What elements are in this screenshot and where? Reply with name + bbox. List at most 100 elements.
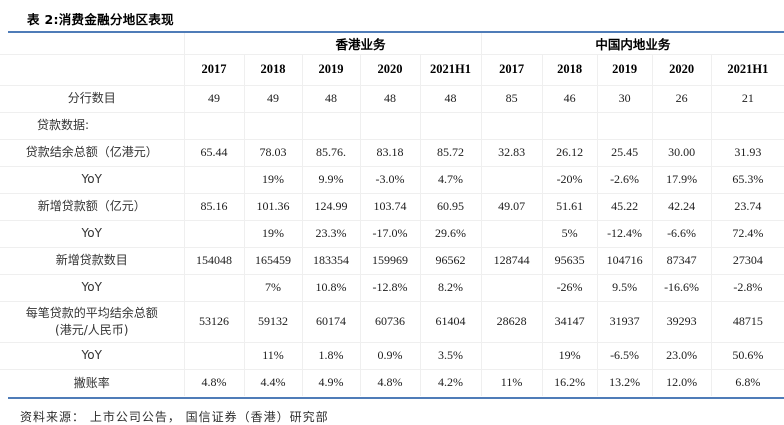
data-cell: 29.6%	[419, 219, 482, 248]
data-cell: 26.12	[541, 138, 598, 167]
region-header-row: 香港业务 中国内地业务	[0, 32, 784, 55]
year-header-cell: 2020	[651, 53, 712, 86]
table-body: 分行数目 49 49 48 48 48 85 46 30 26 21 贷款数据: 贷款结余总额（亿港元）…	[0, 84, 784, 397]
data-cell: -20%	[541, 165, 598, 194]
data-cell	[183, 219, 245, 248]
data-cell: 4.9%	[301, 368, 361, 397]
data-cell: 60.95	[419, 192, 482, 221]
year-header-cell: 2021H1	[710, 53, 784, 86]
data-cell: 19%	[541, 341, 598, 370]
table-row: 分行数目 49 49 48 48 48 85 46 30 26 21	[0, 84, 784, 113]
data-cell: 1.8%	[301, 341, 361, 370]
data-cell: 16.2%	[541, 368, 598, 397]
data-cell: 159969	[359, 246, 421, 275]
data-cell: 51.61	[541, 192, 598, 221]
data-cell: 59132	[243, 300, 303, 343]
data-cell: 6.8%	[710, 368, 784, 397]
data-cell	[183, 165, 245, 194]
data-cell	[480, 111, 543, 140]
data-cell	[359, 111, 421, 140]
data-cell: 50.6%	[710, 341, 784, 370]
data-cell	[596, 111, 653, 140]
data-cell: 128744	[480, 246, 543, 275]
data-cell	[480, 273, 543, 302]
table-row: 贷款数据:	[0, 111, 784, 140]
data-cell: 101.36	[243, 192, 303, 221]
table-title: 表 2:消费金融分地区表现	[27, 12, 174, 27]
data-cell	[480, 341, 543, 370]
data-cell	[243, 111, 303, 140]
table-row: 贷款结余总额（亿港元） 65.44 78.03 85.76. 83.18 85.72 32.…	[0, 138, 784, 167]
data-cell: 11%	[480, 368, 543, 397]
data-cell: 103.74	[359, 192, 421, 221]
data-cell: 34147	[541, 300, 598, 343]
data-cell: 9.9%	[301, 165, 361, 194]
row-label: 新增贷款额（亿元）	[0, 192, 185, 221]
data-cell: 12.0%	[651, 368, 712, 397]
year-header-cell: 2019	[301, 53, 361, 86]
data-cell: 48	[301, 84, 361, 113]
data-cell: -17.0%	[359, 219, 421, 248]
year-header-cell: 2021H1	[419, 53, 482, 86]
row-label: YoY	[0, 273, 185, 302]
data-cell: 0.9%	[359, 341, 421, 370]
data-cell	[419, 111, 482, 140]
data-cell: -12.4%	[596, 219, 653, 248]
data-cell: 28628	[480, 300, 543, 343]
report-page: 表 2:消费金融分地区表现 香港业务 中国内地业务 2017 2018 2019 20…	[0, 9, 784, 424]
data-cell: 4.7%	[419, 165, 482, 194]
data-cell	[651, 111, 712, 140]
data-cell: 124.99	[301, 192, 361, 221]
row-label: 新增贷款数目	[0, 246, 185, 275]
data-cell: 4.4%	[243, 368, 303, 397]
data-cell: 48	[359, 84, 421, 113]
data-cell: 49.07	[480, 192, 543, 221]
data-cell: 61404	[419, 300, 482, 343]
data-cell: -26%	[541, 273, 598, 302]
data-cell: 49	[183, 84, 245, 113]
data-cell	[183, 341, 245, 370]
table-row: YoY 19% 23.3% -17.0% 29.6% 5% -12.4% -6.6% 72.4%	[0, 219, 784, 248]
row-label: YoY	[0, 341, 185, 370]
year-header-cell: 2017	[480, 53, 543, 86]
data-cell: -6.5%	[596, 341, 653, 370]
data-cell: 60736	[359, 300, 421, 343]
data-source-note: 资料来源： 上市公司公告， 国信证券（香港）研究部	[20, 410, 329, 424]
data-cell: 87347	[651, 246, 712, 275]
data-cell: 19%	[243, 219, 303, 248]
data-cell: 21	[710, 84, 784, 113]
year-header-cell: 2017	[183, 53, 245, 86]
data-cell: 39293	[651, 300, 712, 343]
data-cell: 48	[419, 84, 482, 113]
consumer-finance-region-table: 香港业务 中国内地业务 2017 2018 2019 2020 2021H1 2017 20…	[0, 32, 784, 397]
data-cell: 9.5%	[596, 273, 653, 302]
data-cell: -2.8%	[710, 273, 784, 302]
data-cell: 10.8%	[301, 273, 361, 302]
stub-cell	[0, 32, 185, 55]
table-row: 撇账率 4.8% 4.4% 4.9% 4.8% 4.2% 11% 16.2% 13.2% 12.0…	[0, 368, 784, 397]
year-header-row: 2017 2018 2019 2020 2021H1 2017 2018 2019 2020 20…	[0, 53, 784, 86]
data-cell: 49	[243, 84, 303, 113]
data-cell: 7%	[243, 273, 303, 302]
data-cell	[183, 111, 245, 140]
data-cell: 96562	[419, 246, 482, 275]
data-cell: -6.6%	[651, 219, 712, 248]
data-cell: 65.44	[183, 138, 245, 167]
data-cell: 17.9%	[651, 165, 712, 194]
data-cell: 19%	[243, 165, 303, 194]
data-cell: 48715	[710, 300, 784, 343]
row-label: 分行数目	[0, 84, 185, 113]
data-cell: 11%	[243, 341, 303, 370]
data-cell: 8.2%	[419, 273, 482, 302]
data-cell: 53126	[183, 300, 245, 343]
data-cell	[183, 273, 245, 302]
data-cell: 27304	[710, 246, 784, 275]
data-cell: 78.03	[243, 138, 303, 167]
data-cell: 32.83	[480, 138, 543, 167]
data-cell: 85.76.	[301, 138, 361, 167]
data-cell: 5%	[541, 219, 598, 248]
data-cell: 26	[651, 84, 712, 113]
data-cell	[301, 111, 361, 140]
region-header-mainland: 中国内地业务	[480, 32, 784, 55]
table-row: YoY 19% 9.9% -3.0% 4.7% -20% -2.6% 17.9% 65.3%	[0, 165, 784, 194]
